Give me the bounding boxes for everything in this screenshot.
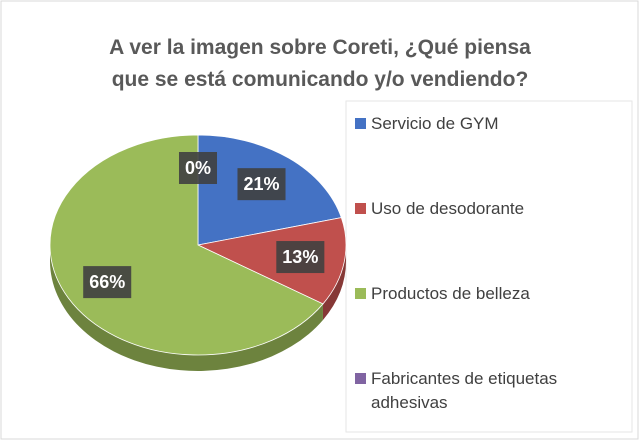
- legend-swatch: [355, 373, 366, 384]
- data-label-box: [178, 152, 218, 184]
- chart-title: que se está comunicando y/o vendiendo?: [112, 68, 529, 91]
- legend-label: Fabricantes de etiquetas adhesivas: [371, 369, 558, 412]
- pie-slice: [196, 217, 347, 305]
- legend-item: Fabricantes de etiquetas adhesivas: [352, 367, 616, 415]
- pie-side: [322, 245, 346, 320]
- data-label: 21%: [237, 168, 286, 201]
- data-label: 0%: [178, 152, 218, 184]
- data-label-text: 66%: [89, 272, 125, 292]
- legend-label: Servicio de GYM: [371, 114, 499, 133]
- legend-label: Productos de belleza: [371, 284, 530, 303]
- legend-label: Uso de desodorante: [371, 199, 525, 218]
- data-label-box: [237, 168, 286, 201]
- legend-item: Productos de belleza: [352, 282, 616, 306]
- data-label: 66%: [83, 266, 132, 299]
- pie-sides: [50, 245, 346, 371]
- legend-swatch: [355, 203, 366, 214]
- legend-swatch: [355, 288, 366, 299]
- data-label-text: 13%: [282, 247, 318, 267]
- legend-box: [345, 100, 633, 433]
- data-label-text: 21%: [243, 174, 279, 194]
- legend-swatch: [355, 118, 366, 129]
- legend-item: Servicio de GYM: [352, 112, 616, 136]
- data-label-text: 0%: [185, 158, 211, 178]
- chart-title: A ver la imagen sobre Coreti, ¿Qué piens…: [109, 36, 531, 59]
- data-label-box: [83, 266, 132, 299]
- data-label: 13%: [276, 241, 325, 274]
- pie-side: [50, 245, 323, 371]
- legend-item: Uso de desodorante: [352, 197, 616, 221]
- data-label-box: [276, 241, 325, 274]
- pie-slice: [49, 134, 324, 356]
